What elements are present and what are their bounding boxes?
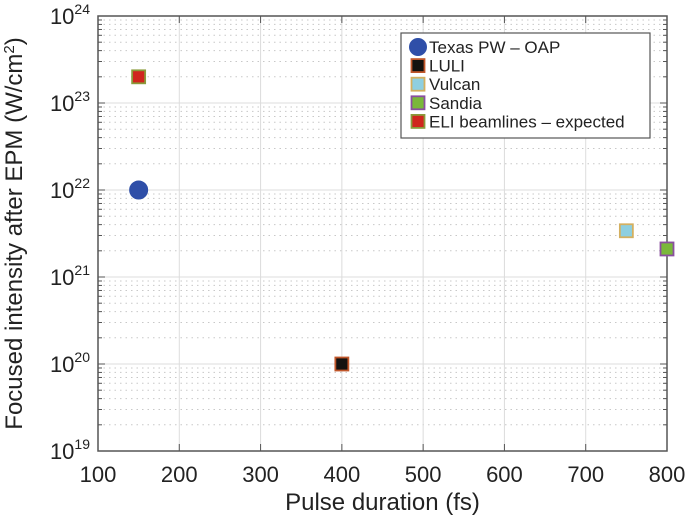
x-tick-label: 300 — [242, 462, 279, 487]
legend-marker-square — [410, 114, 426, 129]
x-tick-label: 400 — [323, 462, 360, 487]
legend-entry-label: Sandia — [429, 94, 482, 113]
x-tick-label: 600 — [486, 462, 523, 487]
y-tick-base: 10 — [50, 4, 74, 29]
y-tick-base: 10 — [50, 178, 74, 203]
legend-marker-square — [410, 95, 426, 111]
x-tick-label: 500 — [405, 462, 442, 487]
y-axis-title-end: ) — [1, 37, 28, 45]
y-tick-exponent: 23 — [74, 88, 90, 104]
y-tick-base: 10 — [50, 352, 74, 377]
y-tick-exponent: 21 — [74, 262, 90, 278]
data-points — [129, 69, 675, 372]
y-tick-exponent: 19 — [74, 436, 90, 452]
y-tick-base: 10 — [50, 265, 74, 290]
x-axis-title: Pulse duration (fs) — [285, 489, 480, 516]
legend-entry-label: LULI — [429, 57, 465, 76]
data-point-texas — [129, 180, 149, 200]
y-tick-label: 1019 — [50, 436, 90, 464]
y-tick-exponent: 22 — [74, 175, 90, 191]
x-tick-label: 700 — [567, 462, 604, 487]
legend-marker-circle — [409, 38, 427, 56]
y-tick-label: 1020 — [50, 349, 90, 377]
legend-marker-square — [410, 58, 426, 73]
data-point-sandia — [659, 241, 675, 257]
y-tick-base: 10 — [50, 439, 74, 464]
data-point-luli — [334, 356, 350, 372]
y-axis-title-main: Focused intensity after EPM (W/cm — [1, 54, 28, 430]
y-axis-title-superscript: 2 — [1, 45, 18, 53]
y-tick-exponent: 24 — [74, 1, 90, 17]
axis-ticks — [97, 15, 668, 452]
y-axis-title: Focused intensity after EPM (W/cm2) — [1, 37, 29, 429]
y-tick-base: 10 — [50, 91, 74, 116]
x-axis-tick-labels: 100 200 300 400 500 600 700 800 — [80, 462, 686, 487]
x-tick-label: 800 — [649, 462, 686, 487]
data-point-eli — [131, 69, 147, 85]
x-tick-label: 200 — [161, 462, 198, 487]
legend-entry-label: Texas PW – OAP — [429, 38, 560, 57]
y-tick-label: 1022 — [50, 175, 90, 203]
legend-entry-label: Vulcan — [429, 75, 480, 94]
data-point-vulcan — [618, 223, 634, 239]
x-tick-label: 100 — [80, 462, 117, 487]
legend-marker-square — [410, 76, 426, 92]
y-tick-label: 1023 — [50, 88, 90, 116]
legend-entry-label: ELI beamlines – expected — [429, 112, 625, 131]
y-tick-label: 1021 — [50, 262, 90, 290]
y-tick-label: 1024 — [50, 1, 90, 29]
legend-box — [400, 32, 651, 139]
plot-area-frame — [97, 15, 668, 452]
y-tick-exponent: 20 — [74, 349, 90, 365]
